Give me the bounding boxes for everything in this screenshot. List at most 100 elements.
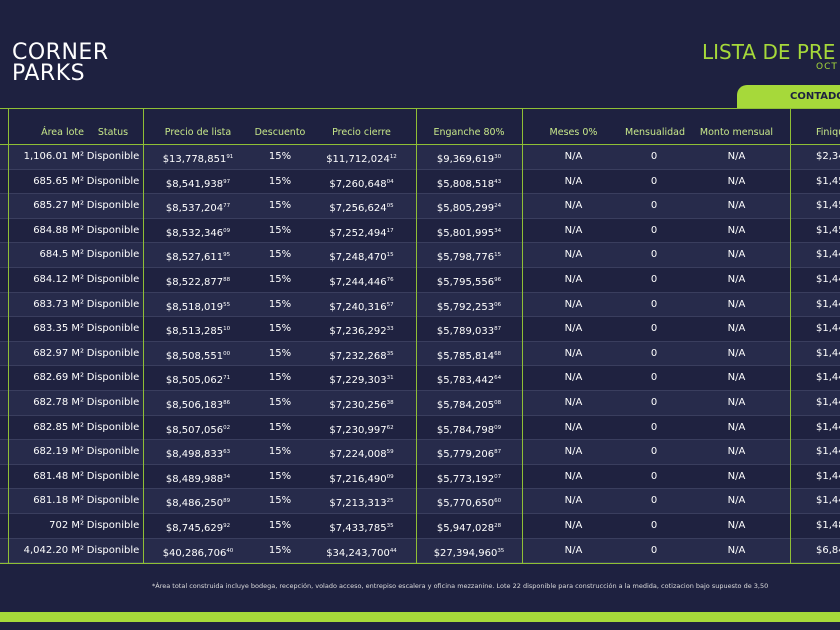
cents: 35	[386, 523, 394, 529]
tab[interactable]: CONTADO	[737, 85, 840, 108]
table-cell: N/A	[564, 446, 583, 458]
amount: $5,792,253	[436, 301, 495, 313]
amount: $7,240,316	[329, 301, 387, 313]
amount: $7,260,648	[329, 178, 387, 190]
cents: 35	[386, 350, 394, 357]
table-row	[0, 366, 840, 391]
table-cell: N/A	[727, 323, 746, 335]
amount: $8,507,056	[165, 424, 224, 436]
table-cell: 15%	[268, 544, 292, 556]
cents: 89	[223, 498, 231, 505]
table-row	[0, 514, 840, 539]
amount: $8,532,346	[165, 227, 224, 239]
table-cell: 0	[650, 249, 658, 261]
table-cell: $9,369,61930	[416, 145, 522, 172]
cents: 71	[223, 375, 231, 382]
table-cell: N/A	[564, 397, 583, 408]
cents: 08	[494, 400, 502, 406]
cents: 97	[223, 178, 231, 185]
table-cell: $2,34	[816, 151, 840, 162]
table-cell: 15%	[268, 347, 292, 359]
table-cell: 15%	[268, 151, 292, 162]
table-cell: $1,44	[816, 495, 840, 507]
amount: $5,779,206	[436, 449, 495, 461]
table-row	[0, 538, 840, 564]
table-cell: 682.19 M²	[33, 446, 84, 458]
table-cell: $1,45	[816, 175, 840, 187]
table-cell: $8,527,61195	[143, 243, 253, 270]
table-cell: 15%	[268, 298, 292, 310]
table-cell: 15%	[268, 323, 292, 335]
table-row	[0, 145, 840, 170]
table-cell: $8,532,34609	[143, 219, 253, 246]
table-cell: $5,947,02828	[416, 514, 522, 541]
amount: $8,489,988	[165, 473, 224, 485]
table-cell: 15%	[268, 200, 292, 212]
amount: $5,801,995	[436, 227, 495, 239]
table-cell: $1,45	[816, 200, 840, 212]
table-cell: Disponible	[86, 347, 140, 359]
amount: $5,805,299	[436, 203, 495, 215]
table-cell: $11,712,02412	[307, 145, 416, 172]
table-cell: N/A	[564, 175, 583, 187]
amount: $7,433,785	[329, 523, 387, 534]
amount: $7,216,490	[329, 473, 387, 485]
cents: 15	[494, 252, 502, 259]
column-header: Monto mensual	[699, 127, 774, 138]
table-cell: $1,44	[816, 421, 840, 433]
table-cell: 15%	[268, 397, 292, 408]
amount: $7,244,446	[329, 277, 387, 288]
cents: 88	[223, 277, 231, 283]
table-cell: $5,785,81468	[416, 342, 522, 369]
table-cell: $5,773,19207	[416, 465, 522, 492]
table-cell: $1,44	[816, 446, 840, 458]
table-cell: N/A	[727, 298, 746, 310]
table-cell: 0	[650, 495, 658, 507]
table-cell: $1,44	[816, 323, 840, 335]
amount: $7,252,494	[329, 227, 387, 239]
table-cell: N/A	[727, 200, 746, 212]
cents: 30	[494, 154, 502, 160]
table-cell: 15%	[268, 274, 292, 285]
cents: 12	[389, 154, 397, 160]
table-cell: N/A	[564, 200, 583, 212]
table-cell: $7,236,29233	[307, 317, 416, 344]
table-cell: N/A	[727, 495, 746, 507]
amount: $5,773,192	[436, 473, 495, 485]
column-header: Mensualidad	[625, 127, 686, 138]
table-cell: $7,252,49417	[307, 219, 416, 246]
amount: $11,712,024	[326, 154, 390, 165]
table-cell: 15%	[268, 175, 292, 187]
table-cell: $7,232,26835	[307, 342, 416, 369]
cents: 59	[386, 449, 394, 456]
table-cell: $8,489,98834	[143, 465, 253, 492]
cents: 87	[494, 449, 502, 456]
table-cell: $5,805,29924	[416, 194, 522, 221]
column-divider	[790, 108, 791, 564]
column-divider	[416, 108, 417, 564]
amount: $7,230,997	[329, 424, 387, 436]
table-cell: $5,792,25306	[416, 293, 522, 320]
amount: $40,286,706	[162, 547, 227, 559]
cents: 00	[223, 350, 231, 357]
table-cell: $34,243,70044	[307, 539, 416, 566]
cents: 06	[494, 301, 502, 308]
table-cell: $1,44	[816, 372, 840, 384]
column-header: Precio de lista	[164, 127, 232, 138]
header-bg	[0, 108, 840, 145]
table-cell: 684.88 M²	[33, 224, 84, 236]
table-cell: N/A	[564, 470, 583, 482]
table-cell: Disponible	[86, 151, 140, 162]
amount: $8,518,019	[165, 301, 224, 313]
table-cell: 0	[650, 151, 658, 162]
table-cell: $5,779,20687	[416, 440, 522, 467]
table-row	[0, 464, 840, 490]
table-cell: 0	[650, 224, 658, 236]
table-cell: Disponible	[86, 421, 140, 433]
table-cell: 0	[650, 175, 658, 187]
table-cell: $8,745,62992	[143, 514, 253, 541]
table-cell: 0	[650, 347, 658, 359]
cents: 64	[494, 375, 502, 382]
table-cell: $5,783,44264	[416, 366, 522, 393]
amount: $7,232,268	[329, 350, 387, 362]
